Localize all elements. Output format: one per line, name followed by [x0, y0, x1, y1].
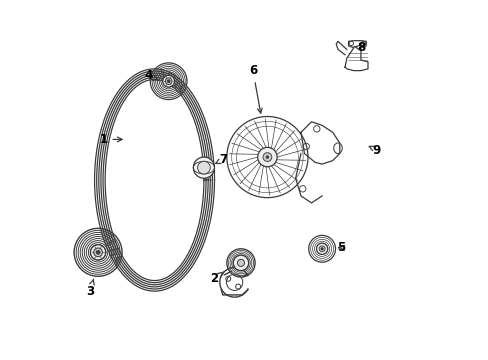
- Circle shape: [167, 80, 170, 83]
- Text: 4: 4: [144, 69, 158, 82]
- Circle shape: [316, 243, 327, 255]
- Circle shape: [197, 161, 210, 174]
- Circle shape: [94, 248, 102, 257]
- Text: 3: 3: [86, 279, 94, 298]
- Circle shape: [237, 259, 244, 266]
- Text: 8: 8: [353, 41, 365, 54]
- Text: 2: 2: [210, 272, 223, 285]
- Circle shape: [265, 156, 268, 158]
- Text: 5: 5: [337, 241, 345, 254]
- Circle shape: [193, 157, 214, 178]
- Text: 1: 1: [99, 133, 122, 146]
- Circle shape: [320, 247, 323, 250]
- Circle shape: [263, 153, 271, 161]
- Text: 6: 6: [248, 64, 262, 113]
- Text: 9: 9: [368, 144, 380, 157]
- Text: 7: 7: [215, 153, 227, 166]
- Circle shape: [163, 75, 174, 87]
- Circle shape: [319, 246, 325, 252]
- Circle shape: [165, 78, 172, 85]
- Circle shape: [96, 250, 100, 255]
- Circle shape: [233, 255, 248, 271]
- Circle shape: [90, 245, 105, 260]
- Circle shape: [257, 147, 277, 167]
